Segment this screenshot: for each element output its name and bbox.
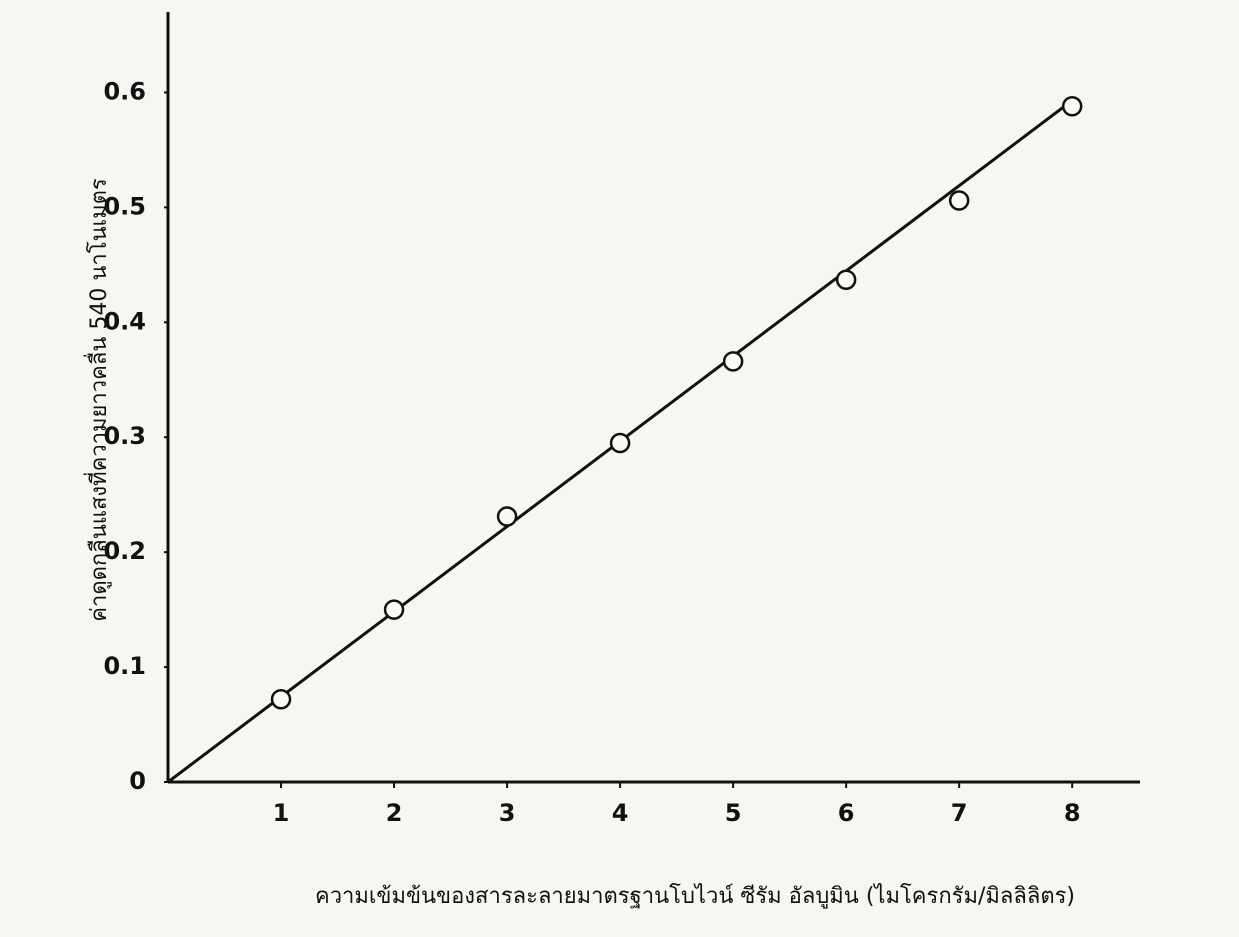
x-tick-label: 6: [838, 799, 855, 827]
axes: [168, 12, 1140, 782]
data-point: [611, 434, 629, 452]
data-point: [385, 601, 403, 619]
x-tick-label: 1: [273, 799, 290, 827]
y-tick-label: 0.5: [103, 192, 146, 220]
y-tick-label: 0.3: [103, 422, 146, 450]
y-tick-label: 0.1: [103, 652, 146, 680]
page: {"chart_data": { "type": "scatter", "x_l…: [0, 0, 1239, 933]
data-point: [837, 271, 855, 289]
y-tick-label: 0.4: [103, 307, 146, 335]
data-point: [724, 352, 742, 370]
data-point: [950, 191, 968, 209]
y-tick-label: 0.6: [103, 77, 146, 105]
x-axis-label: ความเข้มข้นของสารละลายมาตรฐานโบไวน์ ซีรั…: [315, 883, 1075, 909]
data-point: [272, 690, 290, 708]
x-tick-label: 3: [499, 799, 516, 827]
chart: ความเข้มข้นของสารละลายมาตรฐานโบไวน์ ซีรั…: [0, 0, 1239, 933]
y-tick-label: 0: [129, 767, 146, 795]
x-tick-label: 4: [612, 799, 629, 827]
x-tick-label: 5: [725, 799, 742, 827]
x-tick-label: 8: [1064, 799, 1081, 827]
x-tick-label: 2: [386, 799, 403, 827]
x-tick-label: 7: [951, 799, 968, 827]
data-point: [1063, 97, 1081, 115]
y-tick-label: 0.2: [103, 537, 146, 565]
data-point: [498, 508, 516, 526]
